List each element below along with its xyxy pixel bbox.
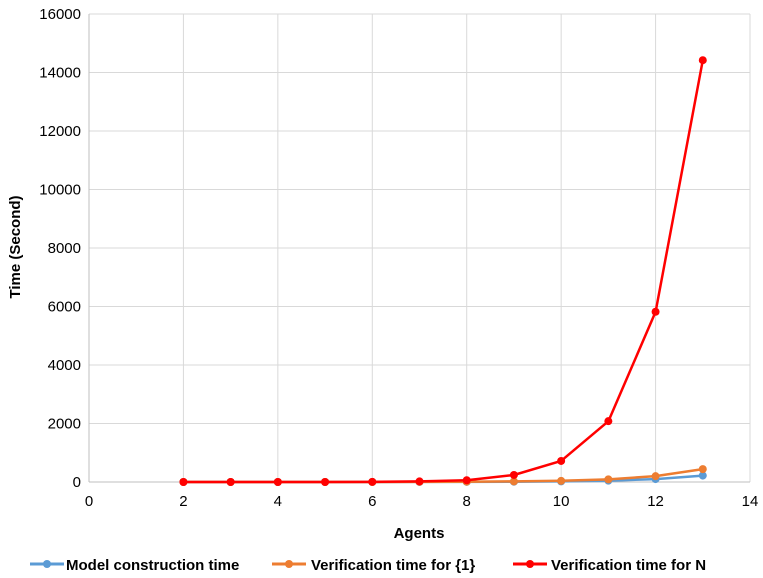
legend: Model construction time Verification tim…	[30, 557, 706, 574]
legend-label: Verification time for N	[551, 557, 706, 574]
y-tick-label: 4000	[48, 357, 81, 374]
y-tick-label: 0	[73, 474, 81, 491]
data-point	[509, 477, 518, 486]
y-tick-label: 6000	[48, 299, 81, 316]
y-tick-label: 12000	[39, 123, 81, 140]
data-point	[226, 478, 235, 486]
series-2	[179, 56, 707, 486]
x-tick-label: 14	[742, 493, 759, 510]
x-tick-labels: 0 2 4 6 8 10 12 14	[85, 493, 759, 510]
legend-swatch-marker	[285, 560, 293, 568]
x-axis-title: Agents	[394, 525, 445, 542]
legend-label: Model construction time	[66, 557, 239, 574]
x-tick-label: 0	[85, 493, 93, 510]
legend-swatch-marker	[526, 560, 534, 568]
data-point	[462, 476, 471, 485]
y-axis-title: Time (Second)	[7, 195, 24, 298]
series-line	[183, 59, 705, 484]
data-point	[557, 476, 566, 485]
legend-label: Verification time for {1}	[311, 557, 475, 574]
data-point	[698, 465, 707, 474]
data-point	[651, 307, 660, 316]
legend-item-verification-1: Verification time for {1}	[272, 557, 475, 574]
x-tick-label: 12	[647, 493, 664, 510]
x-tick-label: 10	[553, 493, 570, 510]
legend-item-model-construction: Model construction time	[30, 557, 239, 574]
data-point	[415, 477, 424, 486]
data-point	[321, 478, 330, 486]
y-tick-label: 10000	[39, 182, 81, 199]
data-point	[557, 456, 566, 465]
x-tick-label: 8	[463, 493, 471, 510]
data-point	[604, 475, 613, 484]
data-point	[273, 478, 282, 486]
data-point	[698, 56, 707, 65]
data-point	[179, 478, 188, 486]
x-tick-label: 6	[368, 493, 376, 510]
y-tick-label: 8000	[48, 240, 81, 257]
data-point	[604, 417, 613, 426]
legend-swatch-marker	[43, 560, 51, 568]
series-group	[179, 56, 707, 486]
grid	[89, 13, 751, 482]
y-tick-label: 14000	[39, 65, 81, 82]
x-tick-label: 2	[179, 493, 187, 510]
legend-item-verification-n: Verification time for N	[513, 557, 706, 574]
data-point	[368, 477, 377, 486]
data-point	[651, 472, 660, 481]
x-tick-label: 4	[274, 493, 282, 510]
data-point	[509, 470, 518, 479]
y-tick-label: 16000	[39, 6, 81, 23]
data-point	[698, 471, 707, 480]
y-tick-labels: 0 2000 4000 6000 8000 10000 12000 14000 16000	[39, 6, 81, 491]
y-tick-label: 2000	[48, 416, 81, 433]
